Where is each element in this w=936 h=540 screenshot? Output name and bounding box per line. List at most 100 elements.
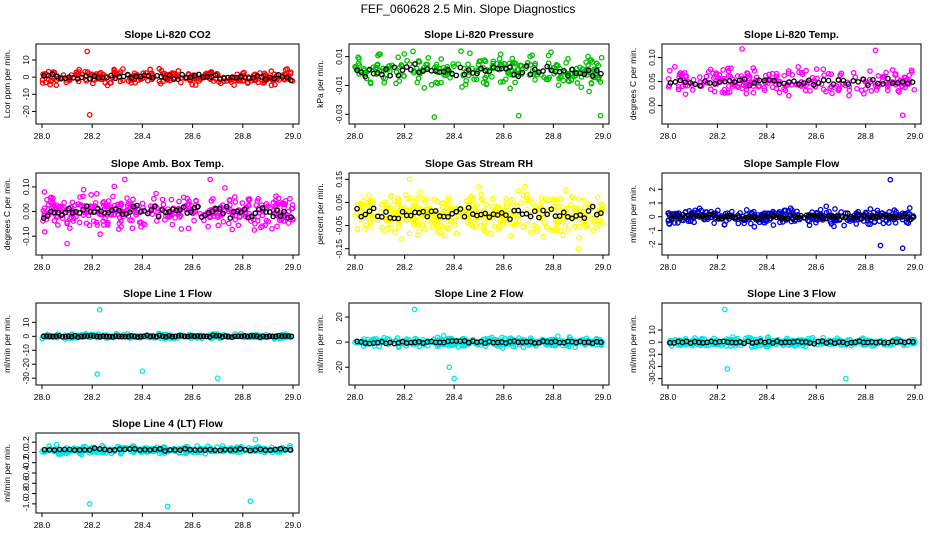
data-point <box>499 63 505 69</box>
data-point <box>821 72 827 79</box>
data-point <box>703 73 710 80</box>
data-point <box>377 51 383 58</box>
reference-point <box>899 213 906 220</box>
reference-point <box>523 63 530 69</box>
reference-point <box>59 333 66 340</box>
reference-point <box>212 72 219 79</box>
data-point <box>288 205 295 212</box>
y-tick-label: -20 <box>21 105 31 118</box>
data-point <box>590 227 596 234</box>
reference-point <box>486 214 493 220</box>
reference-point <box>43 333 50 339</box>
y-tick-label: 0.10 <box>647 49 657 66</box>
data-point <box>714 207 721 214</box>
data-point <box>481 57 488 63</box>
data-point <box>524 206 531 213</box>
reference-point <box>677 215 684 222</box>
data-point <box>444 225 451 232</box>
y-axis-label: ml/min per min. <box>2 315 12 373</box>
outlier-point <box>575 245 582 252</box>
data-point <box>231 194 238 200</box>
reference-point <box>127 209 133 216</box>
reference-point <box>62 333 69 340</box>
plot-frame <box>661 172 922 256</box>
reference-point <box>112 333 119 340</box>
plot-frame <box>348 172 610 256</box>
reference-point <box>162 209 169 216</box>
data-point <box>883 69 889 76</box>
data-point <box>287 195 293 202</box>
data-point <box>554 227 560 234</box>
reference-point <box>498 210 505 216</box>
y-axis-label: Lcor ppm per min. <box>2 50 12 119</box>
reference-point <box>274 207 280 214</box>
data-point <box>564 205 571 212</box>
data-point <box>268 68 275 74</box>
data-point <box>895 87 902 94</box>
reference-point <box>166 333 172 339</box>
reference-point <box>195 203 201 210</box>
x-tick-label: 28.8 <box>857 262 874 272</box>
data-point <box>803 67 809 74</box>
data-point <box>415 57 422 64</box>
data-point <box>191 217 197 224</box>
data-point <box>598 206 604 213</box>
x-tick-label: 28.8 <box>545 392 562 402</box>
y-tick-label: 1 <box>647 200 657 205</box>
data-point <box>494 203 501 210</box>
x-tick-label: 28.6 <box>808 392 825 402</box>
reference-point <box>687 80 694 86</box>
data-point <box>750 65 757 71</box>
data-point <box>394 198 401 205</box>
data-point <box>523 197 529 204</box>
reference-point <box>486 68 493 75</box>
data-point <box>175 68 182 74</box>
data-point <box>192 82 199 88</box>
reference-point <box>173 207 180 214</box>
x-tick-label: 28.4 <box>759 262 776 272</box>
data-point <box>562 222 569 229</box>
reference-point <box>101 446 108 453</box>
reference-point <box>751 214 758 221</box>
data-point <box>547 64 553 71</box>
reference-point <box>106 333 113 340</box>
y-tick-label: 0.10 <box>21 178 31 195</box>
x-tick-label: 28.8 <box>235 131 252 141</box>
data-point <box>239 200 246 206</box>
data-point <box>394 212 401 218</box>
reference-point <box>699 213 706 220</box>
data-point <box>520 223 527 230</box>
data-point <box>138 219 144 226</box>
reference-point <box>187 209 194 215</box>
data-point <box>512 79 518 86</box>
data-point <box>776 89 783 96</box>
data-point <box>259 212 266 219</box>
y-axis-label: ml/min per min. <box>315 315 325 373</box>
reference-point <box>153 333 160 340</box>
data-point <box>72 202 79 209</box>
data-point <box>47 78 54 85</box>
y-tick-label: 0 <box>647 340 657 345</box>
reference-point <box>242 446 249 453</box>
reference-point <box>66 205 72 212</box>
data-point <box>76 219 83 226</box>
data-point <box>411 219 418 226</box>
reference-point <box>902 210 909 217</box>
reference-point <box>412 61 418 67</box>
data-point <box>265 203 272 209</box>
plot-frame <box>35 172 300 256</box>
reference-point <box>407 212 414 219</box>
x-tick-label: 28.6 <box>808 262 825 272</box>
reference-point <box>773 214 780 221</box>
reference-point <box>87 75 93 82</box>
reference-point <box>175 333 182 339</box>
reference-point <box>831 213 837 220</box>
reference-point <box>850 78 857 84</box>
data-point <box>721 86 728 93</box>
data-point <box>78 202 84 208</box>
data-point <box>475 61 482 68</box>
data-point <box>44 196 50 203</box>
reference-point <box>248 213 255 220</box>
data-point <box>813 66 820 72</box>
data-point <box>481 219 488 226</box>
